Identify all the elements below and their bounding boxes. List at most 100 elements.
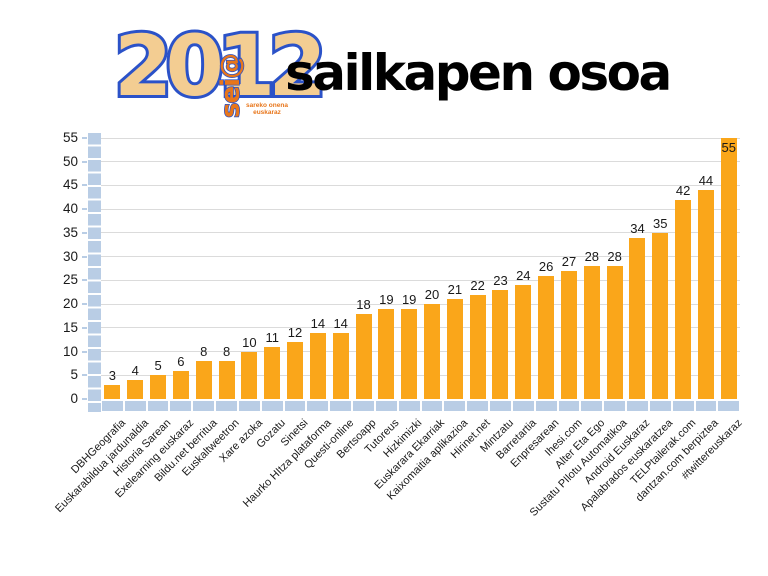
gridline [101, 279, 740, 281]
bar-column: 28 [580, 138, 603, 399]
bar-value-label: 28 [584, 249, 600, 265]
x-axis-tick-block [353, 401, 374, 411]
y-axis-tick-dash [82, 374, 87, 377]
bar-value-label: 19 [379, 291, 394, 307]
y-axis-tick-dash [82, 326, 87, 329]
x-axis-tick-block [216, 401, 237, 411]
bar-column: 14 [306, 138, 329, 399]
x-axis-tick-block [102, 401, 123, 411]
x-axis-tick-block [490, 401, 511, 411]
bar [697, 190, 714, 399]
bar [424, 304, 440, 399]
bar-value-label: 21 [447, 282, 463, 298]
y-axis-tick-dash [82, 255, 87, 258]
y-axis-tick-label: 50 [62, 153, 78, 169]
x-axis-tick-block [581, 401, 603, 411]
x-axis-tick-block [193, 401, 215, 411]
bar-value-label: 24 [516, 268, 531, 284]
plot-area: 3 4 5 6 8 8 10 11 12 14 14 18 19 19 20 21 22 23 24 26 27 28 28… [101, 137, 740, 399]
bar-value-label: 14 [333, 315, 348, 331]
y-axis-tick-label: 20 [62, 296, 78, 312]
gridline [101, 184, 740, 186]
bar-column: 26 [535, 138, 558, 399]
bar [515, 285, 532, 399]
x-axis-tick-block [421, 401, 443, 411]
bar-value-label: 11 [265, 329, 279, 345]
bar-value-label: 22 [470, 277, 485, 293]
bar-column: 19 [375, 138, 398, 399]
bar [150, 375, 167, 399]
x-axis-tick-block [124, 401, 146, 411]
bar-value-label: 12 [287, 325, 303, 341]
bar-column: 3 [101, 138, 124, 399]
gridline [101, 351, 740, 353]
bar-column: 21 [443, 138, 466, 399]
bar-column: 42 [672, 138, 695, 399]
x-axis-tick-block [330, 401, 352, 411]
x-axis-tick-block [512, 401, 534, 411]
bar-column: 14 [329, 138, 352, 399]
y-axis-tick-dash [82, 350, 87, 353]
bar-value-label: 19 [401, 291, 417, 307]
y-axis-strip [88, 133, 101, 412]
bars-container: 3 4 5 6 8 8 10 11 12 14 14 18 19 19 20 21 22 23 24 26 27 28 28… [101, 138, 740, 399]
bar-column: 34 [626, 138, 649, 399]
y-axis-tick-dash [82, 303, 87, 306]
bar-value-label: 6 [177, 353, 185, 369]
gridline [101, 232, 740, 234]
bar-value-label: 42 [675, 182, 691, 198]
bar [264, 346, 281, 399]
logo-tagline: sareko onena euskaraz [246, 102, 288, 116]
y-axis-tick-label: 40 [62, 201, 78, 217]
bar [172, 370, 189, 399]
x-axis-tick-block [627, 401, 648, 411]
x-axis-tick-block [558, 401, 580, 411]
bar [492, 289, 509, 399]
x-axis-tick-block [649, 401, 671, 411]
bar-value-label: 5 [154, 358, 162, 374]
gridline [101, 161, 740, 163]
y-axis-tick-label: 55 [62, 130, 78, 145]
bar-column: 55 [717, 138, 740, 399]
bar [332, 332, 349, 399]
sei-2012-logo: 2012 sei@ sareko onena euskaraz [111, 14, 330, 124]
bar [195, 361, 212, 399]
y-axis-tick-label: 25 [62, 272, 78, 288]
bar-value-label: 18 [356, 296, 371, 312]
bar-column: 6 [169, 138, 192, 399]
y-axis-tick-dash [82, 231, 87, 234]
bar [583, 266, 600, 399]
y-axis-tick-label: 0 [70, 391, 78, 406]
x-axis-tick-block [170, 401, 192, 411]
y-axis-tick-dash [82, 160, 87, 163]
bar-column: 22 [466, 138, 489, 399]
bar-value-label: 14 [310, 315, 326, 331]
bar-column: 5 [147, 138, 170, 399]
bar [675, 199, 692, 399]
bar [355, 313, 372, 399]
bar-value-label: 20 [424, 287, 440, 303]
y-axis-tick-label: 10 [62, 343, 78, 359]
bar-column: 10 [238, 138, 261, 399]
y-axis-tick-label: 15 [62, 319, 78, 335]
x-axis-tick-block [604, 401, 626, 411]
bar-column: 20 [421, 138, 444, 399]
bar-column: 44 [695, 138, 718, 399]
bar [446, 299, 463, 399]
bar-value-label: 26 [538, 258, 554, 274]
x-axis-tick-block [444, 401, 466, 411]
bar-value-label: 8 [222, 344, 231, 360]
x-axis-tick-block [672, 401, 694, 411]
x-axis-tick-block [467, 401, 489, 411]
y-axis-tick-dash [82, 208, 87, 211]
x-axis-category-label: Euskarabildua jardunaldia [52, 417, 151, 516]
bar-column: 24 [512, 138, 535, 399]
bar-value-label: 44 [698, 173, 714, 189]
bar [606, 266, 623, 399]
gridline [101, 137, 740, 139]
bar-value-label: 55 [721, 140, 736, 155]
bar [104, 384, 121, 399]
bar-column: 28 [603, 138, 626, 399]
x-axis-tick-block [535, 401, 557, 411]
